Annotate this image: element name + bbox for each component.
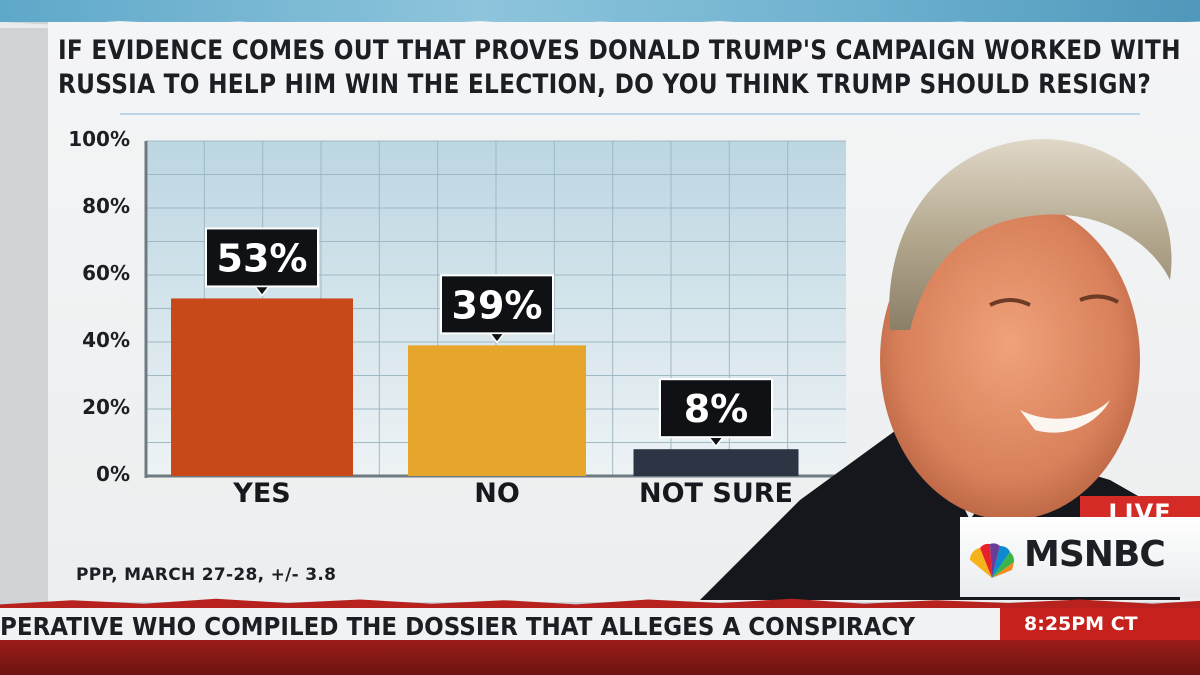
y-tick-label: 60%: [82, 261, 130, 285]
y-tick-label: 0%: [96, 462, 130, 486]
y-tick-label: 80%: [82, 194, 130, 218]
poll-source: PPP, MARCH 27-28, +/- 3.8: [76, 565, 337, 585]
data-label-text: 39%: [452, 283, 543, 327]
category-label: YES: [233, 478, 291, 509]
ticker-text: PERATIVE WHO COMPILED THE DOSSIER THAT A…: [0, 612, 920, 641]
poll-question-line-2: RUSSIA TO HELP HIM WIN THE ELECTION, DO …: [58, 69, 1152, 100]
y-tick-label: 100%: [68, 127, 130, 151]
poll-question-line-1: IF EVIDENCE COMES OUT THAT PROVES DONALD…: [58, 35, 1181, 66]
data-label-text: 8%: [684, 387, 749, 431]
bar-no: [408, 345, 586, 476]
bar-yes: [171, 298, 353, 476]
data-labels: 53% 39% 8%: [205, 227, 773, 448]
ticker-top-edge: [0, 598, 1200, 610]
screen-top-banner: [0, 0, 1200, 22]
headline-divider: [120, 113, 1140, 115]
bottom-band: [0, 640, 1200, 675]
category-label: NOT SURE: [639, 478, 793, 509]
y-tick-label: 40%: [82, 328, 130, 352]
data-label-box: [659, 378, 773, 439]
ticker-time: 8:25PM CT: [1000, 608, 1200, 640]
data-label-box: [205, 227, 319, 288]
y-tick-label: 20%: [82, 395, 130, 419]
data-label-text: 53%: [217, 236, 308, 280]
bar-not-sure: [633, 449, 799, 476]
data-label-pointer: [253, 285, 271, 297]
network-logo-text: MSNBC: [1024, 534, 1166, 575]
data-label-pointer: [707, 436, 725, 448]
poll-question: IF EVIDENCE COMES OUT THAT PROVES DONALD…: [58, 34, 1181, 102]
data-label-pointer: [488, 332, 506, 344]
data-label-box: [440, 274, 554, 335]
peacock-icon: [969, 543, 1015, 578]
bars: [171, 298, 799, 476]
category-label: NO: [474, 478, 520, 509]
